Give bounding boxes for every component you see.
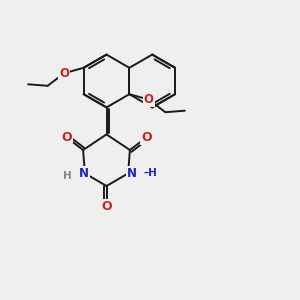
Text: N: N	[78, 167, 88, 180]
Text: O: O	[141, 131, 152, 144]
Text: –H: –H	[143, 168, 157, 178]
Text: O: O	[61, 131, 72, 144]
Text: O: O	[59, 67, 69, 80]
Text: O: O	[101, 200, 112, 213]
Text: O: O	[144, 93, 154, 106]
Text: H: H	[63, 171, 71, 181]
Text: N: N	[127, 167, 137, 180]
